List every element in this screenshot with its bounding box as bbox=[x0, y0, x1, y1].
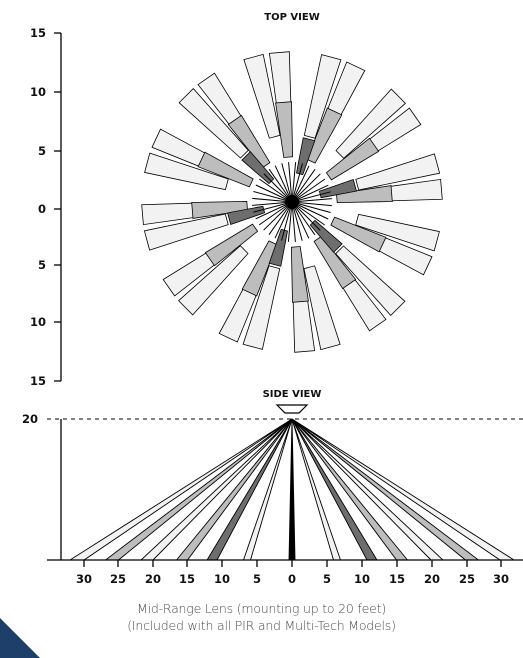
brand-corner-shape bbox=[0, 618, 40, 658]
top-zone-beam bbox=[325, 137, 380, 181]
top-zone-beam bbox=[241, 240, 278, 297]
side-tick-label: 20 bbox=[424, 572, 440, 586]
lens-coverage-diagram: TOP VIEW 15 10 5 0 5 10 15 SIDE VIEW 20 30 25 20… bbox=[22, 12, 523, 586]
side-tick-label: 5 bbox=[253, 572, 261, 586]
side-view-x-ticks: 30 25 20 15 10 5 0 5 10 15 20 25 30 bbox=[76, 560, 509, 586]
side-view-title: SIDE VIEW bbox=[263, 389, 322, 400]
top-tick-label: 0 bbox=[38, 202, 46, 216]
top-zone-beam bbox=[144, 152, 229, 191]
top-zone-beam bbox=[306, 107, 343, 164]
top-zone-beam bbox=[178, 88, 249, 159]
side-tick-label: 0 bbox=[288, 572, 296, 586]
top-zone-beam bbox=[330, 216, 387, 253]
side-tick-label: 30 bbox=[493, 572, 509, 586]
top-view-title: TOP VIEW bbox=[264, 12, 319, 23]
side-tick-label: 15 bbox=[389, 572, 405, 586]
side-zone-beam bbox=[291, 418, 409, 561]
top-zone-beam bbox=[227, 114, 271, 169]
side-view: SIDE VIEW 20 30 25 20 15 10 5 0 5 10 15 20 25 30 bbox=[22, 389, 523, 586]
caption-line-2: (Included with all PIR and Multi-Tech Mo… bbox=[127, 618, 396, 633]
top-zone-beam bbox=[313, 235, 357, 290]
sensor-mount-icon bbox=[275, 404, 309, 414]
top-tick-label: 5 bbox=[38, 144, 46, 158]
side-tick-label: 25 bbox=[110, 572, 126, 586]
side-zone-beam bbox=[291, 418, 516, 561]
top-zone-beam bbox=[355, 213, 440, 252]
top-tick-label: 15 bbox=[30, 26, 46, 40]
top-view-coverage-fan bbox=[141, 51, 443, 353]
top-tick-label: 15 bbox=[30, 374, 46, 388]
top-zone-beam bbox=[204, 223, 259, 267]
top-zone-beam bbox=[242, 265, 281, 350]
side-tick-label: 15 bbox=[179, 572, 195, 586]
side-tick-label: 30 bbox=[76, 572, 92, 586]
top-zone-beam bbox=[318, 178, 357, 199]
mount-height-label: 20 bbox=[22, 412, 38, 426]
top-zone-beam bbox=[296, 137, 316, 176]
side-view-zones bbox=[68, 418, 516, 561]
side-zone-beam bbox=[288, 418, 296, 561]
top-zone-beam bbox=[335, 245, 406, 316]
top-zone-beam bbox=[335, 88, 406, 159]
top-view: TOP VIEW 15 10 5 0 5 10 15 bbox=[30, 12, 443, 388]
sensor-center-dot bbox=[285, 195, 299, 209]
top-zone-beam bbox=[303, 54, 342, 139]
top-zone-beam bbox=[227, 205, 266, 226]
top-zone-beam bbox=[303, 265, 341, 351]
top-tick-label: 5 bbox=[38, 258, 46, 272]
top-tick-label: 10 bbox=[30, 315, 46, 329]
side-tick-label: 10 bbox=[354, 572, 370, 586]
side-tick-label: 25 bbox=[459, 572, 475, 586]
side-zone-beam bbox=[68, 418, 293, 561]
top-zone-beam bbox=[197, 151, 254, 188]
top-tick-label: 10 bbox=[30, 85, 46, 99]
top-zone-beam bbox=[243, 53, 281, 139]
top-zone-beam bbox=[178, 245, 249, 316]
top-view-y-ticks: 15 10 5 0 5 10 15 bbox=[30, 26, 61, 388]
top-zone-beam bbox=[268, 228, 288, 267]
side-zone-beam bbox=[175, 418, 293, 561]
caption-line-1: Mid-Range Lens (mounting up to 20 feet) bbox=[136, 601, 386, 616]
top-zone-beam bbox=[355, 153, 441, 191]
top-zone-beam bbox=[275, 101, 294, 158]
side-tick-label: 10 bbox=[214, 572, 230, 586]
top-zone-beam bbox=[191, 200, 248, 219]
side-tick-label: 20 bbox=[145, 572, 161, 586]
top-zone-beam bbox=[336, 185, 393, 204]
top-zone-beam bbox=[290, 246, 309, 303]
side-tick-label: 5 bbox=[323, 572, 331, 586]
top-zone-beam bbox=[143, 213, 229, 251]
